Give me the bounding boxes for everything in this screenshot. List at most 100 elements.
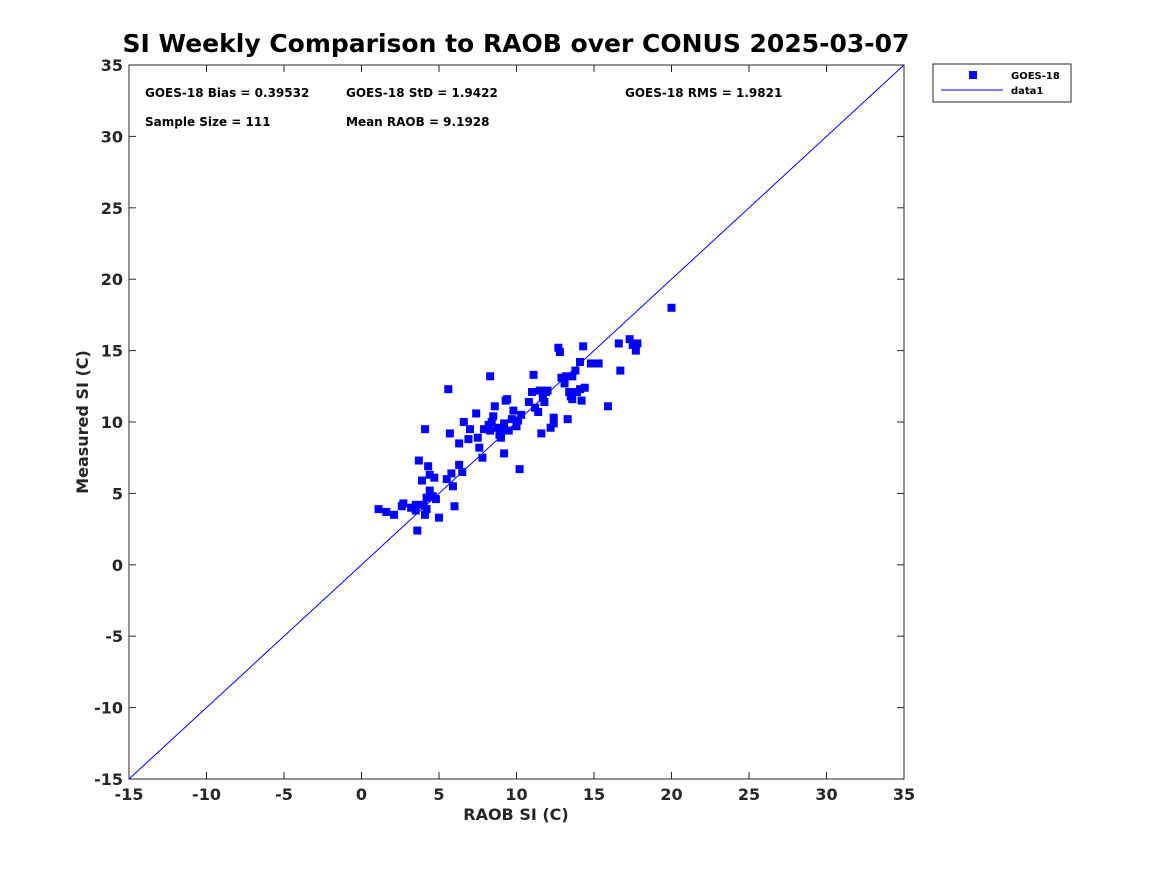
data-point (448, 482, 457, 491)
data-point (478, 453, 487, 462)
data-point (546, 423, 555, 432)
data-point (422, 505, 431, 514)
data-point (631, 346, 640, 355)
data-point (459, 418, 468, 426)
data-point (458, 467, 467, 476)
data-point (586, 359, 595, 368)
stat-std: GOES-18 StD = 1.9422 (346, 86, 498, 100)
y-tick-label: -10 (94, 699, 123, 718)
data-point (425, 486, 434, 495)
data-point (576, 385, 585, 394)
data-point (538, 393, 547, 402)
data-point (509, 406, 518, 415)
data-point (421, 510, 430, 519)
data-point (447, 469, 456, 478)
data-point (444, 385, 453, 394)
data-point (529, 370, 538, 379)
data-point (411, 506, 420, 515)
data-point (425, 470, 434, 479)
data-point (579, 342, 588, 351)
data-point (500, 419, 509, 428)
data-point (537, 429, 546, 438)
y-tick-label: 30 (101, 127, 123, 146)
legend-label-data1: data1 (1011, 86, 1043, 97)
data-point (549, 419, 558, 428)
y-tick-label: 5 (112, 484, 123, 503)
data-point (540, 398, 549, 407)
data-point (554, 343, 563, 352)
legend: GOES-18 data1 (932, 63, 1072, 103)
data-point (504, 426, 513, 435)
data-point (534, 408, 543, 417)
x-tick-label: 25 (738, 785, 760, 804)
data-point (625, 335, 634, 344)
x-tick-label: 0 (356, 785, 367, 804)
x-tick-label: 10 (505, 785, 527, 804)
data-point (514, 416, 523, 425)
data-point (479, 425, 488, 434)
data-point (413, 526, 422, 535)
data-point (616, 366, 625, 375)
y-tick-label: 0 (112, 556, 123, 575)
stat-rms: GOES-18 RMS = 1.9821 (625, 86, 782, 100)
data-point (503, 395, 512, 404)
data-points-group (374, 303, 676, 535)
y-axis-label: Measured SI (C) (73, 350, 92, 494)
data-point (576, 358, 585, 367)
data-point (568, 395, 577, 404)
data-point (473, 433, 482, 442)
data-point (568, 372, 577, 381)
data-point (486, 372, 495, 381)
x-tick-label: 15 (583, 785, 605, 804)
legend-box (932, 63, 1072, 103)
data-point (594, 359, 603, 368)
x-tick-label: 30 (815, 785, 837, 804)
data-point (535, 386, 544, 395)
data-point (490, 402, 499, 411)
y-tick-label: 10 (101, 413, 123, 432)
data-point (411, 500, 420, 509)
data-point (555, 348, 564, 357)
data-point (417, 476, 426, 485)
x-tick-label: -5 (275, 785, 293, 804)
data-point (382, 507, 391, 516)
data-point (407, 503, 416, 512)
data-point (424, 462, 433, 471)
data-point (489, 412, 498, 421)
data-point (580, 383, 589, 392)
stat-mean-raob: Mean RAOB = 9.1928 (346, 115, 490, 129)
data-point (435, 513, 443, 522)
chart-title: SI Weekly Comparison to RAOB over CONUS … (123, 29, 910, 58)
data-point (487, 418, 496, 426)
data-point (430, 473, 439, 482)
data-point (549, 413, 558, 422)
x-tick-label: 35 (893, 785, 915, 804)
x-tick-label: 20 (660, 785, 682, 804)
data-point (455, 439, 464, 448)
data-point (464, 435, 473, 444)
data-point (493, 423, 502, 432)
data-point (507, 415, 516, 424)
y-tick-label: 25 (101, 199, 123, 218)
data-point (517, 410, 526, 419)
x-tick-label: -15 (115, 785, 144, 804)
data-point (560, 379, 569, 388)
data-point (524, 398, 533, 407)
data-point (414, 456, 423, 465)
data-point (667, 303, 676, 312)
x-tick-label: 5 (433, 785, 444, 804)
data-point (455, 460, 464, 469)
y-tick-label: 15 (101, 342, 123, 361)
stat-sample-size: Sample Size = 111 (145, 115, 271, 129)
data-point (399, 499, 408, 508)
stat-bias: GOES-18 Bias = 0.39532 (145, 86, 309, 100)
data-point (390, 510, 399, 519)
data-point (450, 502, 459, 511)
data-point (571, 366, 580, 375)
data-point (531, 403, 540, 412)
data-point (419, 500, 428, 509)
data-point (475, 443, 484, 452)
data-point (563, 415, 572, 424)
data-point (422, 493, 431, 502)
